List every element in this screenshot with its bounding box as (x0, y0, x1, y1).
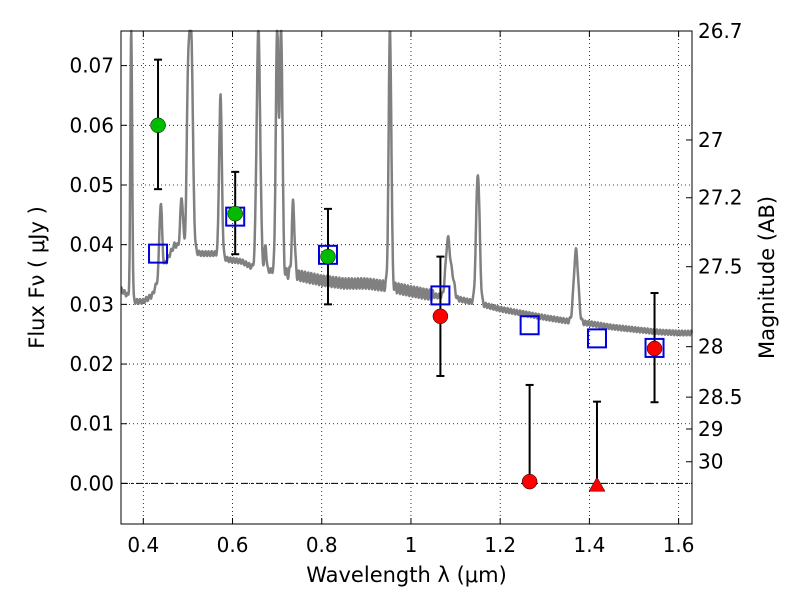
model-squares (148, 206, 665, 358)
green-point-1 (227, 205, 243, 222)
photometry-points (150, 117, 663, 492)
plot-frame (120, 30, 693, 525)
model-square-5 (586, 328, 607, 349)
x-tick-label-3: 1 (405, 533, 418, 557)
x-tick-label-1: 0.6 (217, 533, 249, 557)
y-tick-label-0: 0.00 (69, 471, 114, 495)
green-point-2 (320, 248, 336, 265)
model-square-6 (644, 337, 665, 358)
grid-lines (121, 31, 692, 524)
mag-tick-label-2: 27.2 (698, 186, 743, 210)
red-upper-limit-2 (588, 476, 606, 492)
x-tick-label-5: 1.4 (573, 533, 605, 557)
model-square-0 (148, 243, 169, 264)
model-square-3 (430, 285, 451, 306)
x-tick-label-4: 1.2 (484, 533, 516, 557)
y-tick-label-4: 0.04 (69, 233, 114, 257)
x-axis-label: Wavelength λ (μm) (306, 563, 507, 587)
mag-tick-label-7: 30 (698, 450, 723, 474)
y-tick-label-2: 0.02 (69, 352, 114, 376)
mag-tick-label-4: 28 (698, 335, 723, 359)
model-square-4 (519, 315, 540, 336)
x-ticks: 0.4 0.6 0.8 1 1.2 1.4 1.6 (127, 31, 695, 557)
errorbars (154, 58, 659, 486)
mag-tick-label-3: 27.5 (698, 255, 743, 279)
y-axis-label: Flux Fν ( μJy ) (25, 206, 49, 349)
mag-tick-label-1: 27 (698, 128, 723, 152)
mag-tick-label-6: 29 (698, 417, 723, 441)
green-point-0 (150, 117, 166, 134)
y-tick-label-5: 0.05 (69, 173, 114, 197)
x-tick-label-0: 0.4 (127, 533, 159, 557)
template-spectrum (120, 29, 694, 337)
y-tick-label-1: 0.01 (69, 412, 114, 436)
magnitude-axis-label: Magnitude (AB) (755, 196, 779, 359)
red-point-0 (432, 308, 449, 325)
template-spectrum-line (120, 29, 694, 337)
red-point-1 (521, 473, 538, 490)
x-tick-label-2: 0.8 (306, 533, 338, 557)
magnitude-ticks: 26.7 27 27.2 27.5 28 28.5 29 30 (686, 19, 743, 474)
y-ticks: 0.00 0.01 0.02 0.03 0.04 0.05 0.06 0.07 (69, 54, 127, 495)
x-tick-label-6: 1.6 (663, 533, 695, 557)
y-tick-label-3: 0.03 (69, 292, 114, 316)
red-point-3 (646, 340, 663, 357)
y-tick-label-7: 0.07 (69, 54, 114, 78)
mag-tick-label-0: 26.7 (698, 19, 743, 43)
mag-tick-label-5: 28.5 (698, 385, 743, 409)
y-tick-label-6: 0.06 (69, 113, 114, 137)
